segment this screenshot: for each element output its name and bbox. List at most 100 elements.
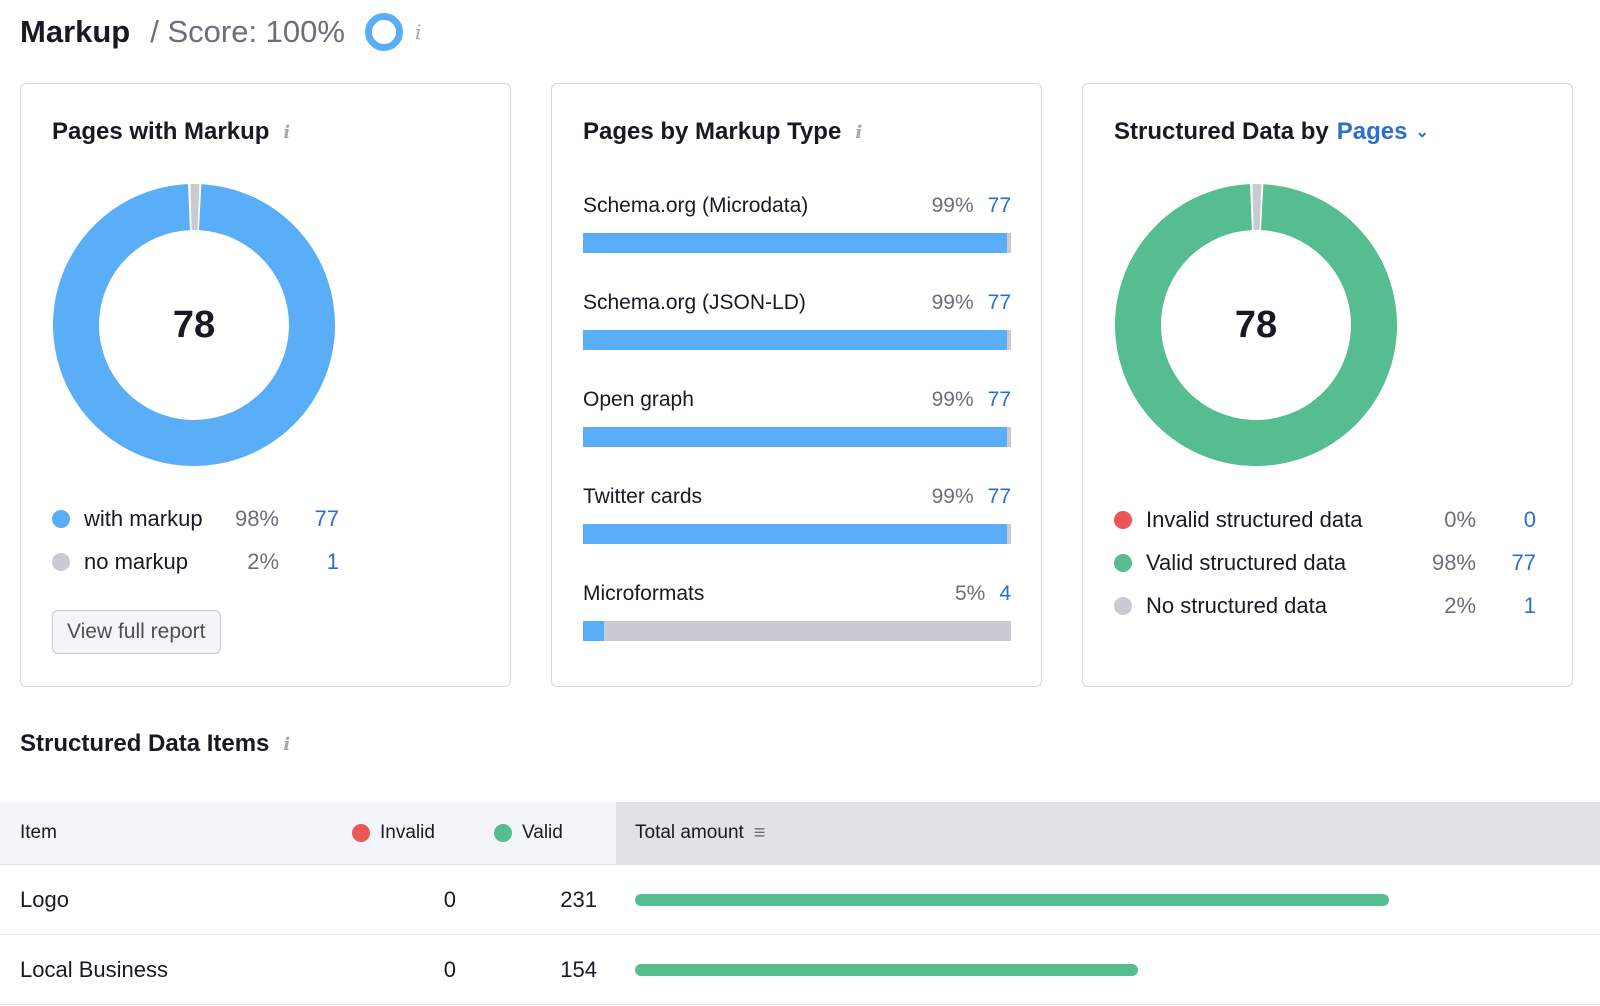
markup-type-row[interactable]: Schema.org (Microdata) 99% 77	[583, 191, 1011, 253]
legend-label: Invalid structured data	[1146, 507, 1363, 532]
row-label: Twitter cards	[583, 485, 703, 508]
legend-pct: 98%	[1431, 550, 1476, 575]
progress-fill	[583, 233, 1007, 253]
col-item[interactable]: Item	[20, 822, 57, 843]
score-ring-icon	[364, 13, 403, 51]
score-text: / Score: 100%	[150, 14, 345, 49]
legend-dot-icon	[1114, 511, 1132, 529]
col-invalid[interactable]: Invalid	[352, 802, 435, 864]
info-icon[interactable]: i	[855, 121, 863, 143]
legend-label: with markup	[84, 506, 203, 531]
legend-pct: 2%	[247, 549, 279, 574]
table-row[interactable]: Local Business 0 154	[0, 935, 1600, 1005]
valid-count: 154	[560, 956, 597, 982]
legend-item[interactable]: no markup 2% 1	[52, 547, 339, 577]
markup-type-row[interactable]: Schema.org (JSON-LD) 99% 77	[583, 288, 1011, 350]
legend-pct: 0%	[1444, 507, 1476, 532]
row-pct: 99%	[931, 291, 974, 314]
legend-count: 77	[314, 506, 339, 531]
row-label: Open graph	[583, 388, 694, 411]
legend-dot-icon	[1114, 554, 1132, 572]
section-title: Structured Data Items	[20, 730, 270, 757]
progress-fill	[583, 621, 605, 641]
card-title: Pages by Markup Type	[583, 118, 842, 145]
item-name[interactable]: Local Business	[20, 956, 168, 982]
legend-dot-icon	[52, 553, 70, 571]
total-bar	[635, 894, 1389, 906]
markup-type-row[interactable]: Open graph 99% 77	[583, 385, 1011, 447]
row-pct: 99%	[931, 485, 974, 508]
table-header: Item Invalid Valid Total amount ≡	[0, 802, 1600, 865]
legend-item[interactable]: Valid structured data 98% 77	[1114, 548, 1536, 578]
structured-donut-chart: 78	[1115, 183, 1397, 466]
card-title: Structured Data by	[1114, 118, 1329, 145]
row-count[interactable]: 77	[987, 194, 1011, 217]
col-total-label: Total amount	[635, 822, 744, 843]
row-label: Schema.org (Microdata)	[583, 194, 809, 217]
table-row[interactable]: Logo 0 231	[0, 865, 1600, 935]
markup-type-row[interactable]: Twitter cards 99% 77	[583, 482, 1011, 544]
chevron-down-icon[interactable]: ⌄	[1415, 124, 1429, 141]
green-dot-icon	[494, 824, 512, 842]
progress-bar	[583, 621, 1011, 641]
sort-icon[interactable]: ≡	[753, 821, 766, 844]
row-label: Microformats	[583, 582, 705, 605]
legend-item[interactable]: No structured data 2% 1	[1114, 591, 1536, 621]
card-title: Pages with Markup	[52, 118, 270, 145]
legend-label: no markup	[84, 549, 188, 574]
legend-count: 0	[1523, 507, 1536, 532]
structured-data-card: Structured Data by Pages ⌄ 78 Invalid stru…	[1082, 83, 1573, 687]
row-label: Schema.org (JSON-LD)	[583, 291, 806, 314]
red-dot-icon	[352, 824, 370, 842]
pages-with-markup-card: Pages with Markup i 78 with markup 98% 77…	[20, 83, 511, 687]
legend-item[interactable]: with markup 98% 77	[52, 504, 339, 534]
progress-fill	[583, 330, 1007, 350]
donut-total: 78	[172, 303, 216, 346]
pages-by-markup-type-card: Pages by Markup Type i Schema.org (Microd…	[551, 83, 1042, 687]
legend-count: 1	[1523, 593, 1536, 618]
legend-count: 1	[326, 549, 339, 574]
invalid-count: 0	[443, 956, 456, 982]
row-count[interactable]: 77	[987, 388, 1011, 411]
invalid-count: 0	[443, 886, 456, 912]
legend-pct: 98%	[234, 506, 279, 531]
legend-dot-icon	[52, 510, 70, 528]
valid-count: 231	[560, 886, 597, 912]
row-count[interactable]: 77	[987, 485, 1011, 508]
row-pct: 5%	[954, 582, 986, 605]
legend-count: 77	[1511, 550, 1536, 575]
progress-bar	[583, 524, 1011, 544]
row-pct: 99%	[931, 388, 974, 411]
progress-fill	[583, 427, 1007, 447]
markup-type-row[interactable]: Microformats 5% 4	[583, 579, 1011, 641]
legend-pct: 2%	[1444, 593, 1476, 618]
donut-segment[interactable]	[52, 183, 335, 466]
donut-total: 78	[1234, 303, 1278, 346]
row-pct: 99%	[931, 194, 974, 217]
info-icon[interactable]: i	[414, 20, 422, 44]
col-valid[interactable]: Valid	[494, 802, 563, 864]
page-header: Markup / Score: 100% i	[20, 12, 421, 52]
row-count[interactable]: 4	[999, 582, 1011, 605]
col-total[interactable]: Total amount ≡	[635, 802, 765, 864]
legend-label: No structured data	[1146, 593, 1327, 618]
legend-dot-icon	[1114, 597, 1132, 615]
legend-label: Valid structured data	[1146, 550, 1347, 575]
total-bar	[635, 964, 1138, 976]
progress-fill	[583, 524, 1007, 544]
item-name[interactable]: Logo	[20, 886, 69, 912]
page-title: Markup	[20, 14, 131, 49]
col-valid-label: Valid	[522, 822, 563, 843]
row-count[interactable]: 77	[987, 291, 1011, 314]
progress-bar	[583, 330, 1011, 350]
markup-donut-chart: 78	[52, 183, 335, 466]
progress-bar	[583, 233, 1011, 253]
progress-bar	[583, 427, 1011, 447]
view-full-report-button[interactable]: View full report	[52, 610, 221, 654]
pages-dropdown[interactable]: Pages	[1336, 118, 1408, 145]
donut-segment[interactable]	[1115, 183, 1397, 466]
col-invalid-label: Invalid	[380, 822, 435, 843]
info-icon[interactable]: i	[283, 733, 291, 755]
legend-item[interactable]: Invalid structured data 0% 0	[1114, 505, 1536, 535]
info-icon[interactable]: i	[283, 121, 291, 143]
